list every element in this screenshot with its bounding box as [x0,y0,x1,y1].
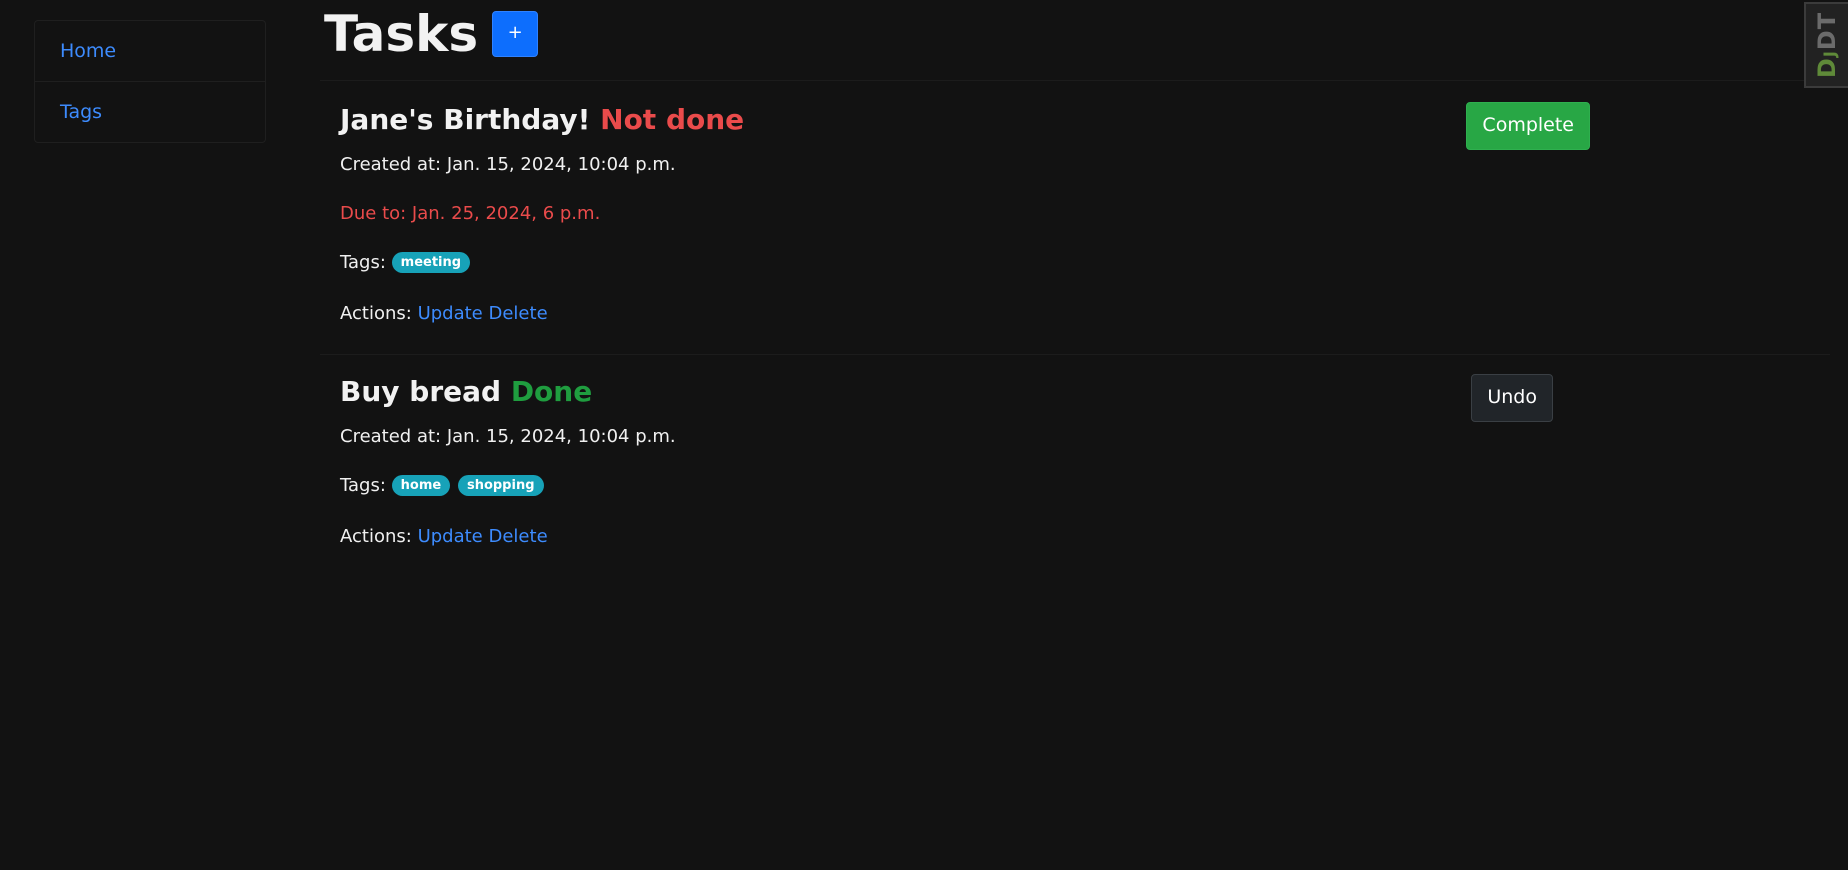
page-title: Tasks [324,5,479,63]
task-tags: Tags: meeting [340,252,1810,275]
task-title: Buy bread [340,375,502,408]
update-link[interactable]: Update [417,526,483,547]
delete-link[interactable]: Delete [488,303,548,324]
task-tags: Tags: home shopping [340,475,1810,498]
update-link[interactable]: Update [417,303,483,324]
add-task-button[interactable]: + [492,11,539,57]
task-created-at: Created at: Jan. 15, 2024, 10:04 p.m. [340,426,676,447]
tags-label: Tags: [340,475,386,496]
actions-label: Actions: [340,526,412,547]
task-card: Buy bread Done Created at: Jan. 15, 2024… [320,355,1830,593]
page-header: Tasks + [320,0,1830,81]
sidebar-item-home[interactable]: Home [35,21,265,82]
tag-badge[interactable]: home [391,475,451,496]
debug-toolbar-handle[interactable]: DJDT [1804,2,1848,88]
actions-label: Actions: [340,303,412,324]
debug-toolbar-logo: DJDT [1813,11,1842,79]
tag-badge[interactable]: meeting [391,252,471,273]
task-created-at: Created at: Jan. 15, 2024, 10:04 p.m. [340,154,676,175]
delete-link[interactable]: Delete [488,526,548,547]
task-title: Jane's Birthday! [340,103,591,136]
complete-button[interactable]: Complete [1466,102,1590,150]
task-actions: Actions: Update Delete [340,526,1810,547]
sidebar: Home Tags [34,20,266,143]
sidebar-item-tags[interactable]: Tags [60,101,103,123]
main-content: Tasks + Jane's Birthday! Not done Create… [320,0,1830,593]
task-due-date: Due to: Jan. 25, 2024, 6 p.m. [340,203,601,224]
task-card: Jane's Birthday! Not done Created at: Ja… [320,81,1830,355]
task-status-badge: Done [510,375,593,408]
task-title-line: Jane's Birthday! Not done [340,103,1810,136]
task-title-line: Buy bread Done [340,375,1810,408]
undo-button[interactable]: Undo [1471,374,1553,422]
tag-badge[interactable]: shopping [457,475,544,496]
task-actions: Actions: Update Delete [340,303,1810,324]
task-status-badge: Not done [600,103,745,136]
tags-label: Tags: [340,252,386,273]
